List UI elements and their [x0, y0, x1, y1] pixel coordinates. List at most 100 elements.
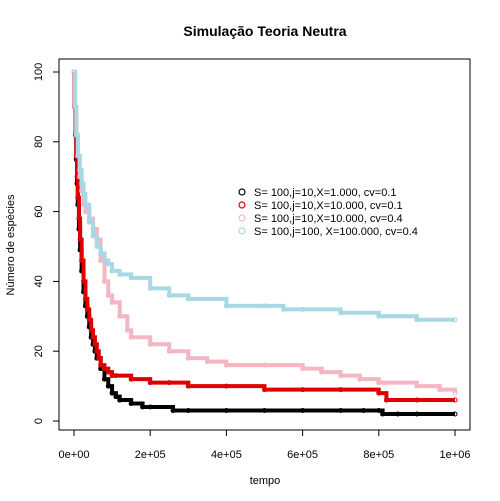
data-point	[300, 366, 306, 372]
legend-marker	[238, 227, 246, 235]
data-point	[88, 327, 94, 333]
data-point	[376, 390, 382, 396]
data-point	[383, 397, 389, 403]
data-point	[75, 153, 81, 159]
data-point	[376, 313, 382, 319]
x-tick-label: 2e+05	[135, 449, 166, 461]
data-point	[72, 104, 78, 110]
series-layer	[71, 69, 458, 417]
data-point	[124, 327, 130, 333]
data-point	[86, 219, 92, 225]
data-point	[92, 341, 98, 347]
data-point	[113, 394, 119, 400]
data-point	[376, 408, 382, 414]
data-point	[147, 341, 153, 347]
data-point	[128, 401, 134, 407]
data-point	[262, 303, 267, 309]
data-point	[204, 359, 210, 365]
legend-entry: S= 100,j=10,X=10.000, cv=0.1	[254, 200, 403, 212]
data-point	[109, 268, 115, 274]
data-point	[300, 408, 306, 414]
x-tick-label: 8e+05	[363, 449, 394, 461]
data-point	[281, 306, 287, 312]
data-point	[338, 408, 344, 414]
data-point	[82, 202, 88, 208]
data-point	[452, 397, 458, 403]
data-point	[300, 306, 306, 312]
data-point	[86, 317, 92, 323]
data-point	[223, 383, 229, 389]
data-point	[185, 296, 191, 302]
data-point	[73, 132, 79, 138]
data-point	[77, 237, 83, 243]
data-point	[414, 383, 420, 389]
data-point	[185, 383, 191, 389]
y-axis: 0 20 40 60 80 100	[33, 63, 60, 424]
data-point	[223, 303, 229, 309]
data-point	[166, 292, 172, 298]
data-point	[75, 195, 81, 201]
data-point	[147, 404, 153, 410]
y-tick-label: 100	[33, 63, 45, 81]
chart-title: Simulação Teoria Neutra	[183, 23, 346, 39]
data-point	[96, 355, 102, 361]
data-point	[128, 334, 134, 340]
data-point	[94, 348, 100, 354]
data-point	[79, 257, 85, 263]
data-point	[84, 306, 90, 312]
legend-marker	[238, 201, 246, 209]
x-tick-label: 1e+06	[440, 449, 471, 461]
x-axis-label: tempo	[250, 475, 281, 487]
data-point	[101, 257, 107, 263]
y-tick-label: 60	[33, 205, 45, 217]
legend-entry: S= 100,j=10,X=1.000, cv=0.1	[254, 187, 397, 199]
data-point	[128, 275, 134, 281]
series-4	[71, 69, 458, 323]
x-axis: 0e+00 2e+05 4e+05 6e+05 8e+05 1e+06	[59, 429, 471, 461]
data-point	[452, 411, 458, 417]
data-point	[300, 387, 306, 393]
data-point	[77, 167, 83, 173]
data-point	[166, 348, 172, 354]
legend-marker	[238, 214, 246, 222]
data-point	[380, 411, 386, 417]
series-line	[72, 70, 455, 403]
legend: S= 100,j=10,X=1.000, cv=0.1S= 100,j=10,X…	[238, 187, 418, 238]
legend-entry: S= 100,j=10,X=10.000, cv=0.4	[254, 213, 403, 225]
data-point	[105, 383, 111, 389]
data-point	[101, 376, 107, 382]
data-point	[128, 376, 134, 382]
legend-entry: S= 100,j=100, X=100.000, cv=0.4	[254, 226, 418, 238]
data-point	[338, 387, 344, 393]
data-point	[223, 362, 229, 368]
data-point	[79, 181, 85, 187]
data-point	[109, 299, 115, 305]
data-point	[170, 408, 176, 414]
data-point	[357, 376, 363, 382]
legend-marker	[238, 188, 246, 196]
data-point	[76, 216, 82, 222]
data-point	[452, 317, 458, 323]
data-point	[185, 408, 191, 414]
data-point	[452, 390, 458, 396]
data-point	[94, 244, 100, 249]
data-point	[113, 373, 119, 379]
data-point	[81, 278, 87, 284]
data-point	[262, 387, 267, 393]
data-point	[166, 380, 172, 386]
data-point	[414, 397, 420, 403]
y-axis-label: Número de espécies	[5, 194, 17, 295]
data-point	[262, 362, 267, 368]
data-point	[147, 285, 153, 291]
data-point	[81, 191, 87, 197]
data-point	[319, 369, 325, 375]
data-point	[117, 271, 123, 277]
data-point	[105, 292, 111, 298]
data-point	[262, 408, 267, 414]
data-point	[395, 411, 401, 417]
data-point	[98, 250, 104, 256]
y-tick-label: 40	[33, 275, 45, 287]
data-point	[185, 355, 191, 361]
data-point	[101, 278, 107, 284]
data-point	[140, 404, 146, 410]
